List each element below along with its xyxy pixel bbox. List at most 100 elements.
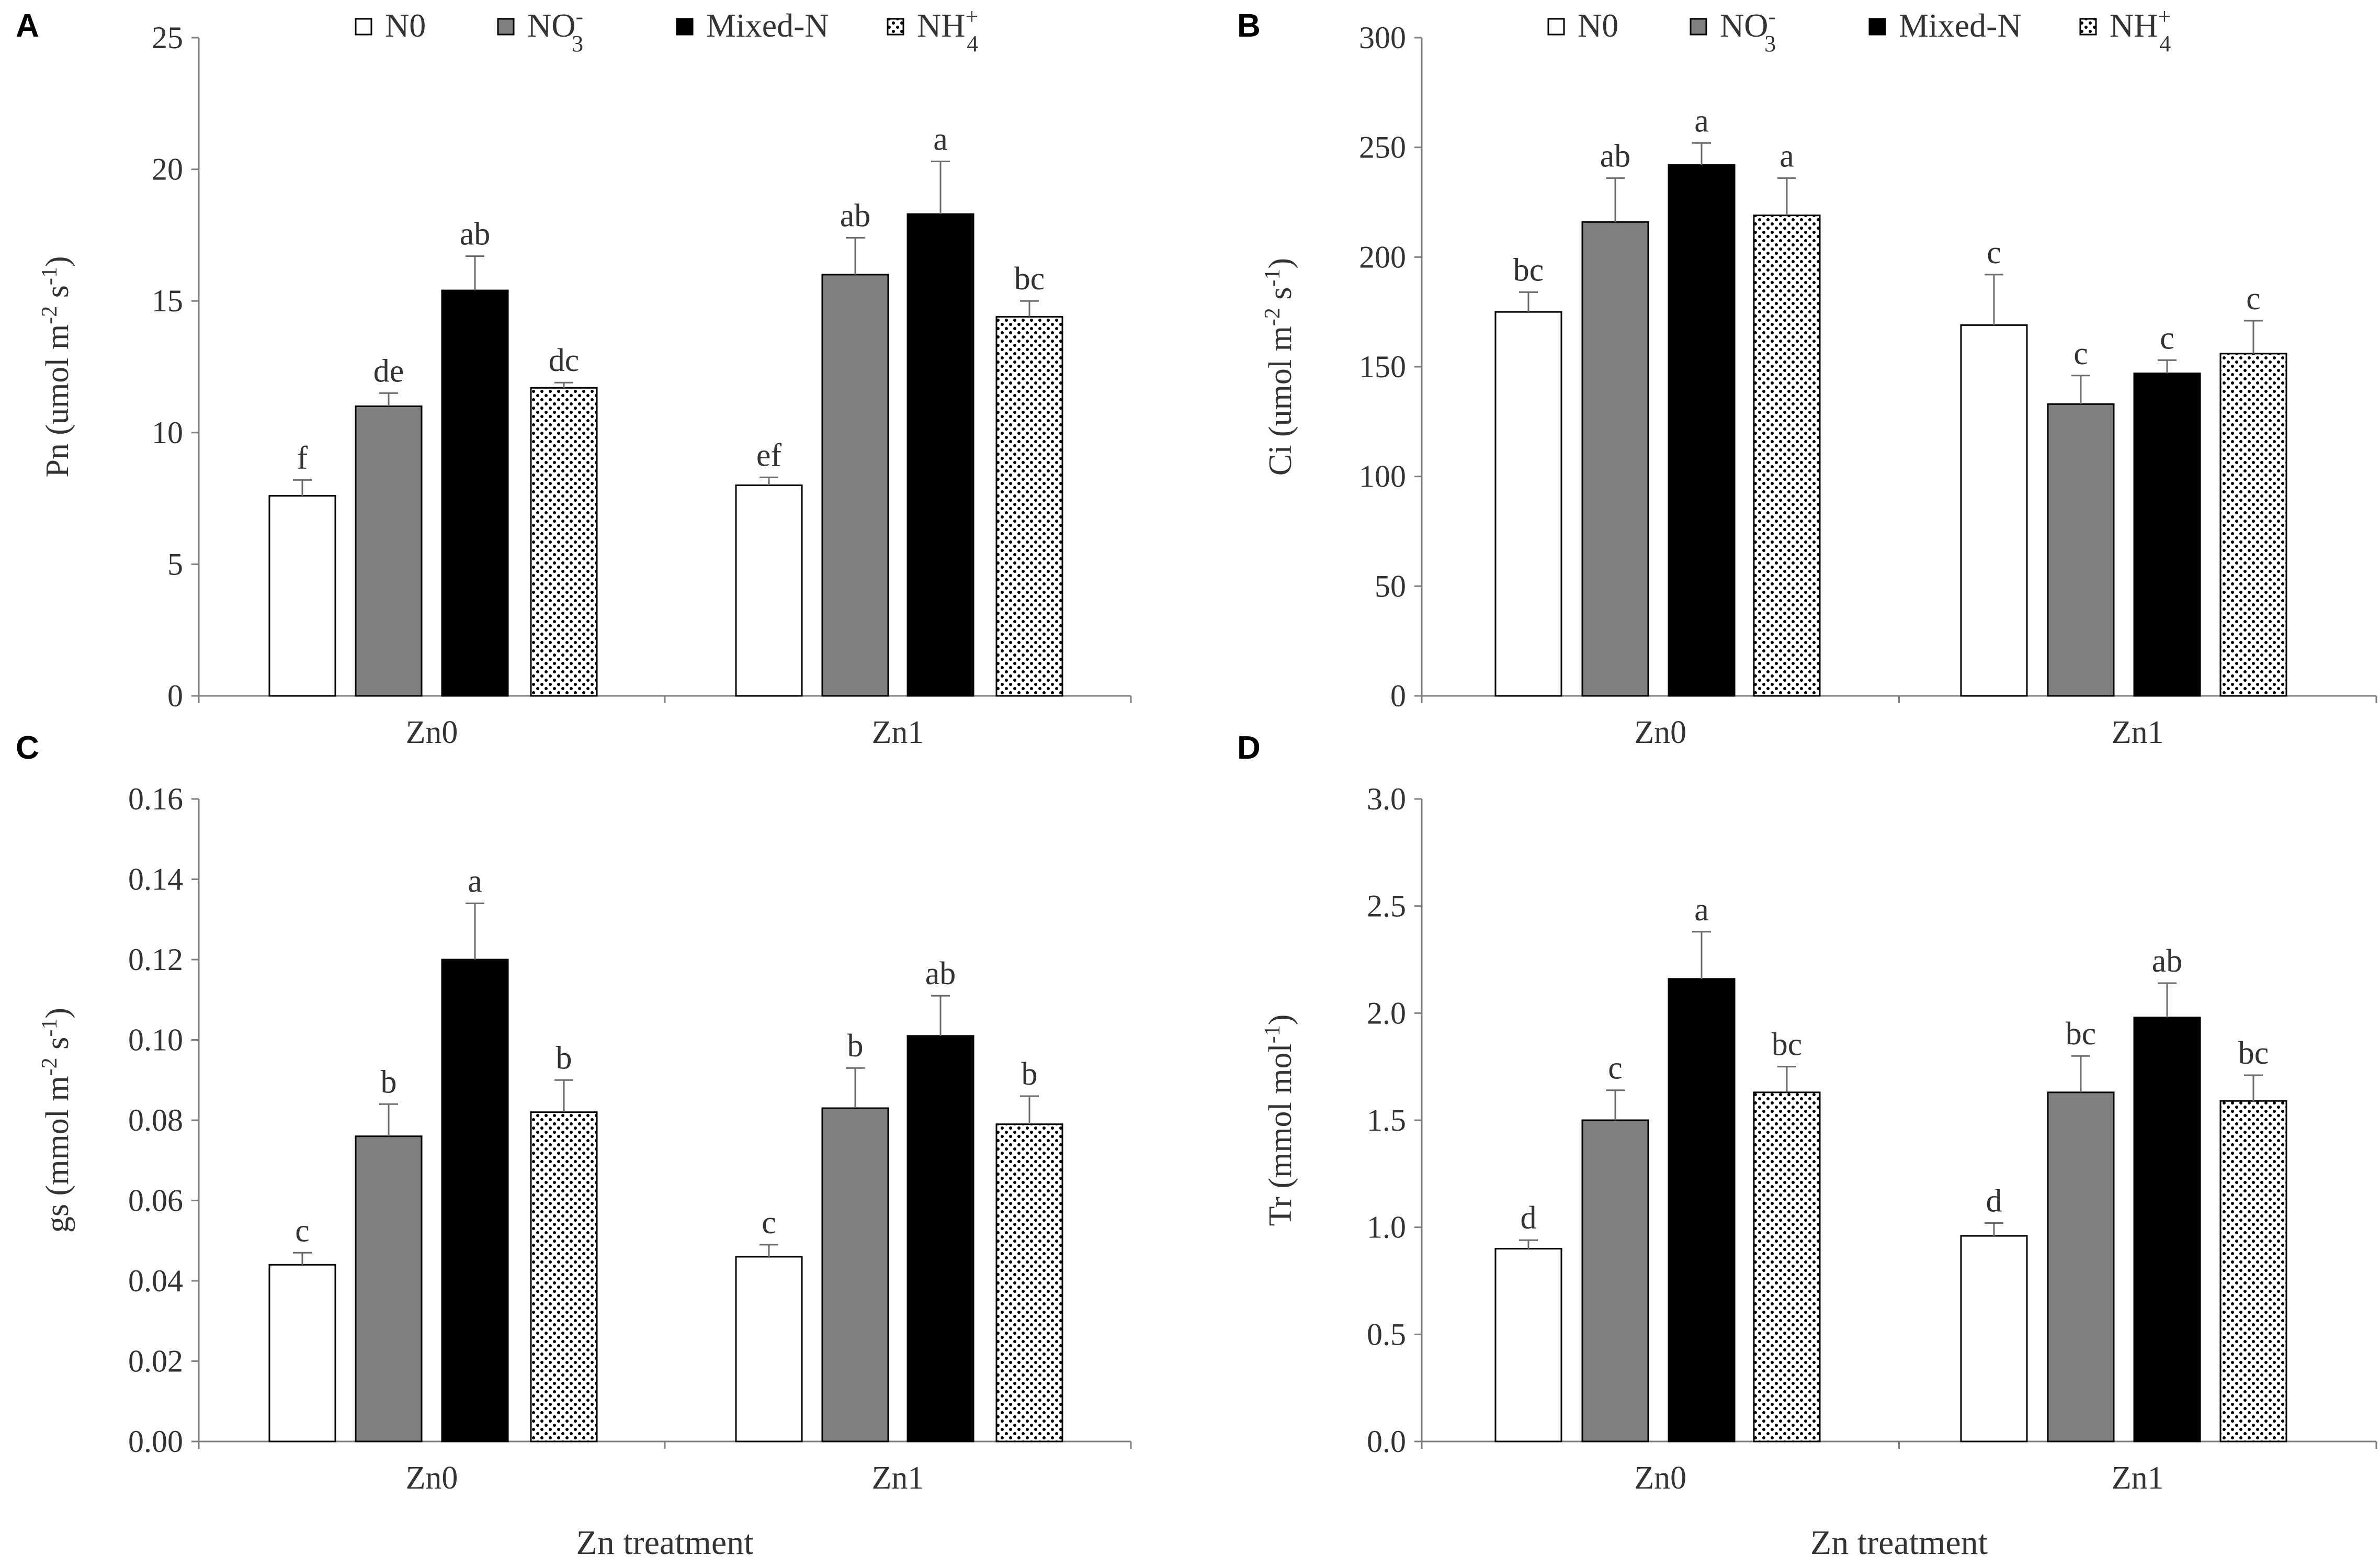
significance-letter: a — [1780, 138, 1794, 174]
bar-B-Mixed-N-Zn0 — [1668, 164, 1736, 697]
panel-B: B 0 50 100 150 200 250 300 Ci (umol m-2​ s-1​) Zn… — [1237, 8, 2377, 750]
significance-letter: c — [762, 1205, 776, 1241]
bar-B-NO3--Zn1 — [2047, 403, 2115, 697]
bar-A-NO3--Zn0 — [355, 405, 423, 697]
significance-letter: de — [373, 353, 404, 389]
y-tick-label: 0.12 — [128, 942, 183, 977]
legend-sub: 3 — [572, 31, 583, 57]
y-label-text: Tr (mmol mol — [1263, 1043, 1298, 1226]
significance-letter: a — [933, 122, 948, 157]
y-tick-label: 0.0 — [1367, 1424, 1406, 1459]
legend-main: NO — [527, 7, 575, 44]
bar-B-NH4+-Zn0 — [1753, 215, 1821, 697]
y-tick-label: 2.0 — [1367, 996, 1406, 1030]
y-tick-label: 200 — [1359, 240, 1406, 274]
legend-swatch-NH4+ — [887, 18, 904, 36]
panel-letter-D: D — [1237, 730, 1261, 766]
bar-A-N0-Zn1 — [735, 484, 803, 697]
legend-swatch-Mixed-N — [676, 18, 694, 36]
y-tick-label: 15 — [152, 284, 183, 318]
category-label-Zn1: Zn1 — [872, 1460, 924, 1496]
y-label-superscript: -1 — [1261, 269, 1285, 287]
y-tick-label: 20 — [152, 152, 183, 187]
bar-D-NO3--Zn1 — [2047, 1091, 2115, 1443]
y-label-superscript: -2 — [38, 306, 62, 324]
category-label-Zn0: Zn0 — [1634, 1460, 1686, 1496]
significance-letter: c — [2160, 320, 2174, 356]
y-tick-label: 0.02 — [128, 1344, 183, 1379]
y-tick-label: 100 — [1359, 459, 1406, 494]
y-tick-label: 0.04 — [128, 1264, 183, 1298]
y-tick-label: 0.06 — [128, 1184, 183, 1218]
significance-letter: f — [297, 440, 308, 476]
y-tick-label: 0.10 — [128, 1023, 183, 1057]
bar-A-NH4+-Zn1 — [995, 316, 1063, 697]
legend-label-NH4+: NH+ 4 — [2110, 4, 2171, 57]
y-label-text: s — [40, 285, 75, 306]
y-tick-label: 0.14 — [128, 862, 183, 897]
bar-C-NO3--Zn1 — [821, 1107, 889, 1443]
legend-label-Mixed-N: Mixed-N — [706, 7, 829, 44]
significance-letter: c — [2246, 281, 2261, 317]
y-axis-label: Tr (mmol mol-1​) — [1261, 1015, 1298, 1226]
bar-C-N0-Zn0 — [268, 1264, 336, 1443]
significance-letter: d — [1986, 1183, 2002, 1219]
y-label-text: s — [40, 1037, 75, 1058]
bar-D-NH4+-Zn0 — [1753, 1091, 1821, 1443]
significance-letter: c — [2073, 336, 2088, 371]
significance-letter: ab — [840, 198, 871, 233]
y-tick-label: 250 — [1359, 130, 1406, 165]
legend-swatch-Mixed-N — [1868, 18, 1886, 36]
y-tick-label: 0 — [1390, 679, 1406, 713]
legend-label-NO3-: NO-3 — [527, 4, 583, 57]
legend-main: Mixed-N — [706, 7, 829, 44]
y-tick-label: 1.5 — [1367, 1103, 1406, 1137]
bar-B-N0-Zn0 — [1494, 311, 1562, 697]
x-axis-title: Zn treatment — [1810, 1524, 1988, 1562]
y-label-text: ) — [1263, 1015, 1298, 1026]
y-tick-label: 1.0 — [1367, 1210, 1406, 1245]
y-label-text: Pn (umol m — [40, 324, 75, 478]
significance-letter: ab — [925, 956, 956, 992]
category-label-Zn0: Zn0 — [1634, 715, 1686, 750]
legend-sup: + — [2158, 4, 2171, 29]
legend-label-N0: N0 — [1578, 7, 1618, 44]
bar-C-NO3--Zn0 — [355, 1135, 423, 1443]
bar-D-Mixed-N-Zn1 — [2133, 1017, 2201, 1443]
y-tick-label: 25 — [152, 20, 183, 55]
bar-B-N0-Zn1 — [1960, 324, 2028, 697]
legend-main: NH — [2110, 7, 2158, 44]
y-tick-label: 0.5 — [1367, 1317, 1406, 1351]
y-tick-label: 2.5 — [1367, 889, 1406, 923]
significance-letter: bc — [1772, 1027, 1803, 1063]
y-tick-label: 0.08 — [128, 1103, 183, 1137]
legend-label-N0: N0 — [385, 7, 426, 44]
significance-letter: bc — [2066, 1016, 2096, 1052]
bar-C-NH4+-Zn1 — [995, 1123, 1063, 1443]
y-label-superscript: -2 — [38, 1057, 62, 1076]
panel-letter-C: C — [16, 730, 39, 766]
significance-letter: a — [1694, 103, 1709, 139]
y-tick-label: 0.16 — [128, 782, 183, 816]
y-tick-label: 0.00 — [128, 1424, 183, 1459]
bar-D-NO3--Zn0 — [1581, 1119, 1649, 1443]
legend-top-left: N0 NO-3 Mixed-N NH+ 4 — [355, 4, 978, 57]
legend-main: N0 — [1578, 7, 1618, 44]
panel-A: A 0 5 10 15 20 25 Pn (umol m-2​ s-1​) Zn0 Zn1 f ef d… — [16, 8, 1132, 750]
bar-D-Mixed-N-Zn0 — [1668, 978, 1736, 1443]
legend-label-Mixed-N: Mixed-N — [1899, 7, 2022, 44]
significance-letter: b — [847, 1028, 864, 1064]
significance-letter: bc — [2238, 1035, 2269, 1071]
significance-letter: a — [468, 864, 482, 899]
significance-letter: c — [295, 1213, 310, 1248]
legend-swatch-NO3- — [1690, 18, 1707, 36]
y-tick-label: 0 — [167, 679, 183, 713]
legend-sup: - — [1768, 4, 1776, 29]
bar-A-NH4+-Zn0 — [530, 387, 598, 697]
legend-main: Mixed-N — [1899, 7, 2022, 44]
x-axis-title: Zn treatment — [576, 1524, 753, 1562]
y-label-superscript: -2 — [1261, 308, 1285, 326]
significance-letter: c — [1987, 235, 2001, 271]
significance-letter: d — [1521, 1200, 1537, 1236]
